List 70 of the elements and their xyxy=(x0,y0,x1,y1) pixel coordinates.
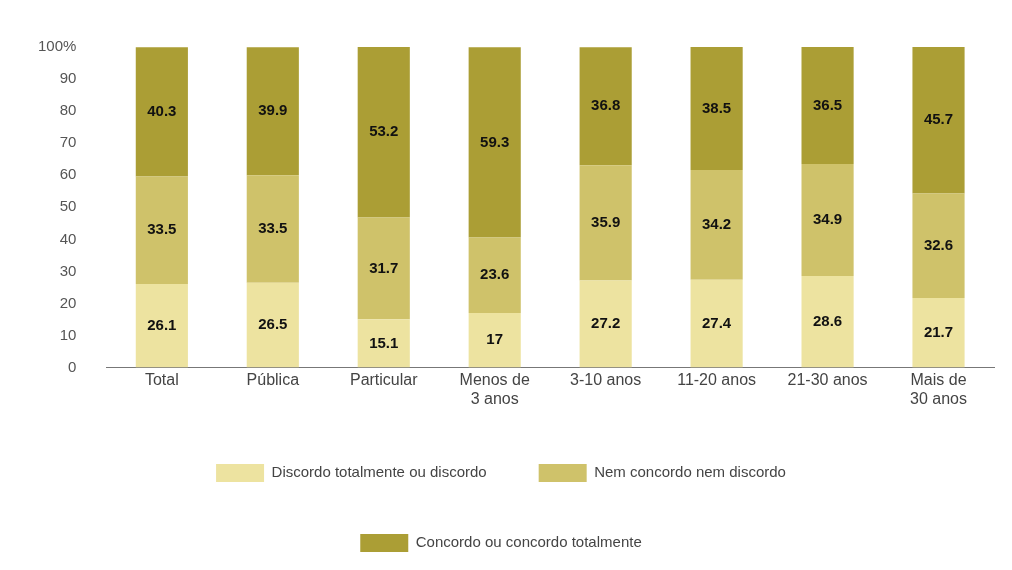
data-label: 33.5 xyxy=(258,219,288,237)
data-label: 27.4 xyxy=(702,313,732,331)
y-tick-label: 10 xyxy=(59,325,77,343)
bar xyxy=(579,280,632,368)
x-tick-label: Pública xyxy=(246,370,300,388)
y-tick-label: 50 xyxy=(59,197,77,215)
data-label: 27.2 xyxy=(591,314,621,332)
data-label: 34.2 xyxy=(702,215,732,233)
data-label: 36.8 xyxy=(591,96,621,114)
x-tick-label: Menos de 3 anos xyxy=(459,370,530,407)
x-tick-label: Total xyxy=(144,370,179,388)
bar xyxy=(135,283,188,368)
data-label: 31.7 xyxy=(369,258,399,276)
y-tick-label: 60 xyxy=(59,165,77,183)
legend-label: Nem concordo nem discordo xyxy=(594,463,786,481)
data-label: 39.9 xyxy=(258,101,288,119)
data-label: 28.6 xyxy=(812,311,843,329)
data-label: 40.3 xyxy=(147,102,177,120)
data-label: 33.5 xyxy=(147,220,177,238)
y-tick-label: 40 xyxy=(59,229,77,247)
bar xyxy=(801,275,854,368)
bar xyxy=(246,282,299,368)
data-label: 17 xyxy=(486,330,504,348)
data-label: 36.5 xyxy=(812,95,843,113)
data-label: 34.9 xyxy=(812,210,843,228)
bar xyxy=(801,164,854,276)
y-tick-label: 30 xyxy=(59,261,77,279)
data-label: 35.9 xyxy=(591,212,621,230)
bar xyxy=(912,193,965,299)
bar xyxy=(246,47,299,176)
x-tick-label: 21-30 anos xyxy=(787,370,868,388)
data-label: 45.7 xyxy=(923,110,954,128)
data-label: 26.5 xyxy=(258,315,288,333)
bar xyxy=(690,170,743,280)
data-label: 23.6 xyxy=(480,265,510,283)
bar xyxy=(690,279,743,368)
y-tick-label: 90 xyxy=(59,69,77,87)
bar xyxy=(468,237,521,314)
y-tick-label: 100% xyxy=(37,37,77,55)
y-tick-label: 0 xyxy=(68,357,77,375)
x-tick-label: Particular xyxy=(349,370,419,388)
legend-label: Concordo ou concordo totalmente xyxy=(415,533,642,551)
data-label: 15.1 xyxy=(369,333,399,351)
data-label: 59.3 xyxy=(480,132,510,150)
bar xyxy=(468,313,521,368)
bar xyxy=(579,47,632,166)
bar xyxy=(135,47,188,177)
data-label: 26.1 xyxy=(147,315,177,333)
bar xyxy=(801,47,854,165)
bar xyxy=(135,176,188,284)
bar xyxy=(579,165,632,281)
bar xyxy=(246,175,299,283)
data-label: 32.6 xyxy=(923,235,954,253)
data-label: 53.2 xyxy=(369,122,399,140)
bar xyxy=(357,217,410,320)
y-tick-label: 20 xyxy=(59,293,77,311)
bar xyxy=(357,319,410,368)
y-tick-label: 80 xyxy=(59,101,77,119)
x-tick-label: 3-10 anos xyxy=(570,370,642,388)
legend-label: Discordo totalmente ou discordo xyxy=(271,463,487,481)
data-label: 38.5 xyxy=(702,98,732,116)
x-tick-label: Mais de 30 anos xyxy=(910,370,967,407)
bar xyxy=(357,47,410,218)
bar xyxy=(912,47,965,194)
y-tick-label: 70 xyxy=(59,133,77,151)
bar xyxy=(690,47,743,171)
data-label: 21.7 xyxy=(923,322,954,340)
x-tick-label: 11-20 anos xyxy=(677,370,757,388)
bar xyxy=(912,298,965,368)
bar xyxy=(468,47,521,238)
